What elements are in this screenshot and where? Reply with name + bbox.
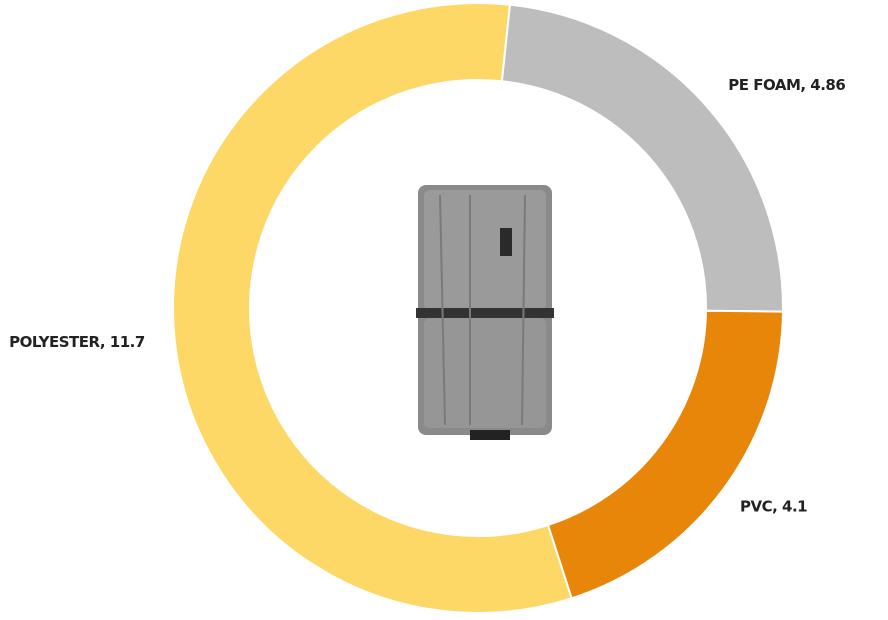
data-label: POLYESTER, 11.7 bbox=[9, 333, 145, 351]
data-label: PE FOAM, 4.86 bbox=[728, 76, 845, 94]
data-label: PVC, 4.1 bbox=[740, 497, 807, 515]
donut-slice bbox=[546, 309, 784, 600]
donut-slice bbox=[172, 2, 573, 614]
product-image bbox=[416, 185, 554, 440]
